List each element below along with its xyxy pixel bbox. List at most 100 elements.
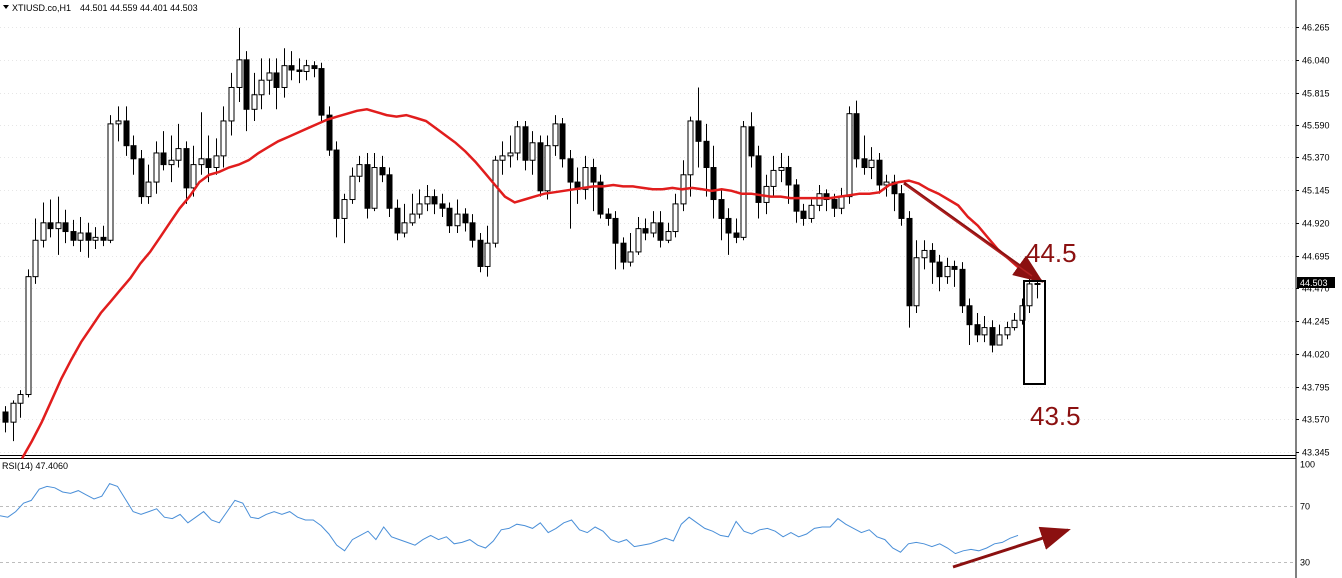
candle: [123, 106, 130, 156]
candle: [597, 174, 604, 219]
candle-body: [409, 213, 416, 224]
candle-body: [123, 120, 130, 147]
candle: [100, 225, 107, 247]
symbol-dropdown-icon[interactable]: [3, 5, 9, 9]
candle-body: [100, 236, 107, 241]
annotation-lower: 43.5: [1030, 401, 1081, 431]
candle: [183, 141, 190, 204]
candle-body: [816, 193, 823, 206]
price-tick-label: 44.470: [1302, 284, 1330, 294]
candle: [296, 58, 303, 84]
candle-body: [32, 239, 39, 278]
candle-body: [439, 203, 446, 209]
candle: [605, 208, 612, 226]
main-panel-grid: [0, 27, 1296, 453]
candle: [740, 120, 747, 241]
candle: [303, 59, 310, 81]
candle: [431, 189, 438, 215]
rsi-tick-label: 30: [1300, 558, 1310, 568]
candle: [25, 269, 32, 398]
candle: [492, 155, 499, 248]
candle-body: [710, 167, 717, 201]
candle: [77, 216, 84, 252]
candle-body: [40, 222, 47, 241]
candle-body: [446, 207, 453, 227]
candle-body: [107, 123, 114, 241]
candle: [333, 141, 340, 238]
annotation-upper: 44.5: [1026, 238, 1077, 268]
candle: [921, 240, 928, 270]
candle-body: [190, 164, 197, 189]
candle: [635, 216, 642, 255]
candle-body: [326, 114, 333, 151]
candle: [168, 135, 175, 183]
candle-body: [341, 199, 348, 219]
candle: [959, 262, 966, 314]
candle-body: [959, 268, 966, 307]
candle-body: [198, 158, 205, 166]
trend-arrow-shadow: [905, 184, 1033, 277]
candle: [559, 118, 566, 168]
candle-body: [311, 65, 318, 70]
candle-body: [981, 327, 988, 336]
candle: [944, 257, 951, 284]
candle-body: [838, 196, 845, 209]
price-tick-label: 43.795: [1302, 383, 1330, 393]
candle-body: [785, 167, 792, 186]
candle: [424, 184, 431, 212]
price-tick-label: 45.590: [1302, 121, 1330, 131]
candle-body: [1026, 283, 1033, 307]
candle: [1004, 321, 1011, 340]
symbol-label: XTIUSD.co,H1: [12, 3, 71, 13]
candle: [454, 199, 461, 233]
candle-body: [130, 145, 137, 160]
candle-body: [597, 181, 604, 215]
candle-body: [567, 158, 574, 183]
price-tick-label: 46.265: [1302, 23, 1330, 33]
candle-body: [861, 158, 868, 169]
candle-body: [153, 152, 160, 183]
candle-body: [552, 123, 559, 147]
candle: [665, 222, 672, 244]
candle-body: [145, 181, 152, 198]
candle: [138, 150, 145, 204]
candle-body: [138, 158, 145, 198]
candle: [446, 202, 453, 233]
candle: [733, 218, 740, 244]
candle-body: [529, 142, 536, 161]
candle: [996, 324, 1003, 346]
candle-body: [469, 222, 476, 241]
candle-body: [507, 152, 514, 157]
candle: [394, 199, 401, 241]
candle: [770, 155, 777, 197]
candle: [17, 390, 24, 418]
candle: [913, 240, 920, 314]
candle: [364, 152, 371, 219]
candle: [620, 237, 627, 270]
candle-body: [55, 222, 62, 230]
candle: [379, 155, 386, 183]
candle: [966, 298, 973, 346]
candle: [236, 27, 243, 103]
current-price-label: 44.503: [1300, 278, 1328, 288]
candle: [544, 135, 551, 200]
price-tick-label: 44.920: [1302, 219, 1330, 229]
candle-body: [642, 228, 649, 234]
candle: [785, 155, 792, 204]
candle-body: [296, 69, 303, 72]
price-tick-label: 44.020: [1302, 350, 1330, 360]
rsi-divergence-arrow: [952, 526, 1071, 569]
candle: [898, 184, 905, 226]
candle-body: [635, 228, 642, 253]
candle-body: [823, 193, 830, 201]
candle-body: [70, 231, 77, 241]
candle-body: [2, 411, 9, 423]
candle-body: [846, 113, 853, 198]
candle-body: [913, 257, 920, 307]
candle: [469, 214, 476, 248]
candle: [929, 243, 936, 284]
candle-body: [92, 236, 99, 241]
candle-body: [605, 213, 612, 219]
candle-body: [831, 199, 838, 209]
